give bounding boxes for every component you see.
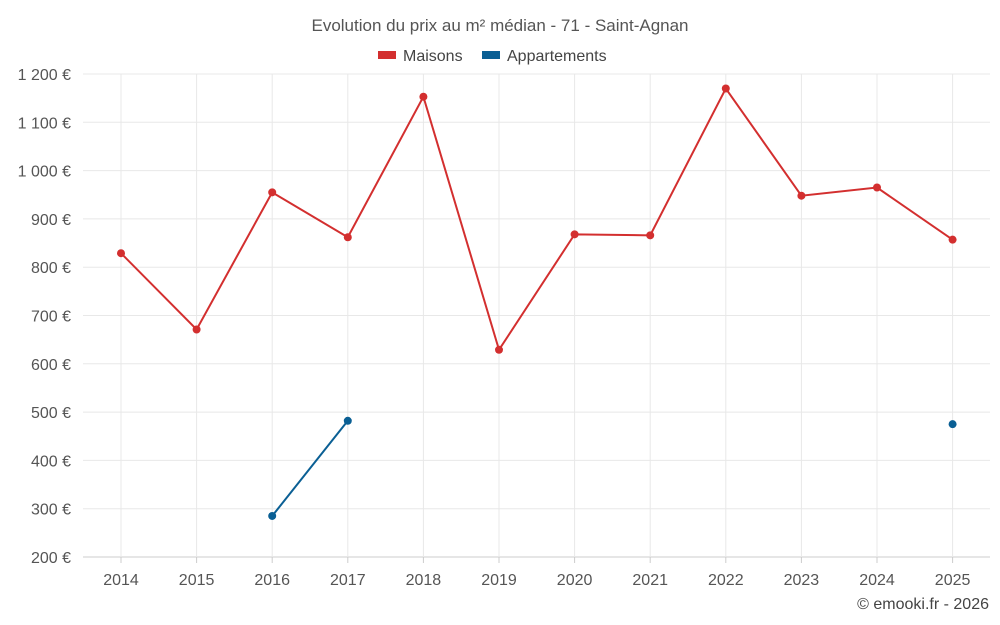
data-point-appartements[interactable]	[343, 416, 352, 425]
data-point-maisons[interactable]	[192, 325, 201, 334]
data-point-maisons[interactable]	[117, 249, 125, 258]
credit-text: © emooki.fr - 2026	[857, 596, 989, 613]
x-axis: 2014 2015 2016 2017 2018 2019 2020 2021 2022 2023…	[103, 572, 970, 589]
y-tick-label: 300 €	[31, 502, 71, 519]
y-axis: 200 € 300 € 400 € 500 € 600 € 700 € 800 € 900 €…	[18, 67, 71, 567]
x-tick-label: 2025	[935, 572, 971, 589]
y-tick-label: 1 200 €	[18, 67, 71, 84]
x-tick-label: 2015	[179, 572, 215, 589]
x-tick-label: 2016	[254, 572, 290, 589]
legend-label-appartements: Appartements	[507, 48, 607, 65]
legend-swatch-maisons	[378, 51, 396, 59]
y-tick-label: 200 €	[31, 550, 71, 567]
y-tick-label: 1 100 €	[18, 115, 71, 132]
data-point-appartements[interactable]	[948, 420, 957, 429]
data-point-maisons[interactable]	[268, 188, 277, 197]
series-line-maisons	[120, 86, 954, 353]
x-tick-label: 2019	[481, 572, 517, 589]
data-point-maisons[interactable]	[419, 92, 428, 101]
y-tick-label: 600 €	[31, 357, 71, 374]
series-line-appartements	[271, 420, 349, 517]
chart-title: Evolution du prix au m² médian - 71 - Sa…	[311, 16, 688, 35]
data-point-maisons[interactable]	[873, 183, 881, 192]
series-appartements	[268, 416, 957, 520]
x-tick-label: 2022	[708, 572, 744, 589]
data-point-maisons[interactable]	[797, 191, 806, 200]
data-point-maisons[interactable]	[948, 235, 957, 244]
x-tick-label: 2021	[632, 572, 668, 589]
x-tick-label: 2023	[784, 572, 820, 589]
data-point-maisons[interactable]	[343, 233, 352, 242]
x-tick-label: 2014	[103, 572, 139, 589]
y-tick-label: 1 000 €	[18, 164, 71, 181]
data-point-appartements[interactable]	[268, 511, 277, 520]
x-tick-label: 2024	[859, 572, 895, 589]
y-tick-label: 900 €	[31, 212, 71, 229]
data-point-maisons[interactable]	[570, 230, 579, 239]
y-tick-label: 800 €	[31, 260, 71, 277]
y-tick-label: 500 €	[31, 405, 71, 422]
plot-area	[117, 84, 957, 520]
x-tick-label: 2018	[406, 572, 442, 589]
legend-label-maisons: Maisons	[403, 48, 463, 65]
series-maisons	[117, 84, 957, 354]
grid	[83, 73, 990, 563]
data-point-maisons[interactable]	[721, 84, 730, 93]
y-tick-label: 400 €	[31, 453, 71, 470]
legend-item-maisons[interactable]: Maisons	[378, 48, 463, 65]
x-tick-label: 2020	[557, 572, 593, 589]
legend-item-appartements[interactable]: Appartements	[482, 48, 607, 65]
y-tick-label: 700 €	[31, 309, 71, 326]
data-point-maisons[interactable]	[495, 345, 503, 354]
legend: Maisons Appartements	[378, 48, 607, 65]
x-tick-label: 2017	[330, 572, 366, 589]
data-point-maisons[interactable]	[646, 231, 655, 240]
legend-swatch-appartements	[482, 51, 500, 59]
